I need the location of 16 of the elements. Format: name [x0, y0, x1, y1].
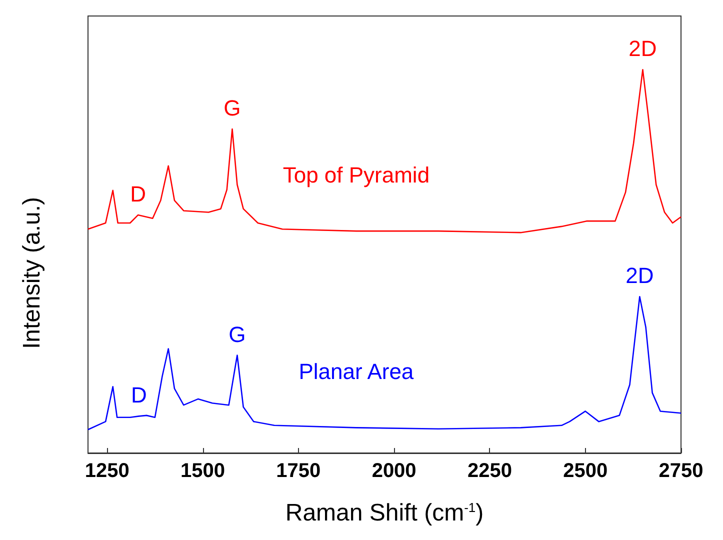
x-tick-label: 1750 — [276, 460, 321, 482]
annotation: D — [130, 181, 146, 206]
annotation: 2D — [628, 36, 657, 62]
annotation: G — [228, 322, 246, 347]
x-tick-label: 2000 — [372, 460, 416, 482]
x-tick-label: 2250 — [467, 460, 512, 482]
x-tick-label: 2500 — [563, 460, 608, 482]
annotation: D — [130, 382, 147, 408]
x-tick-label: 1500 — [180, 460, 226, 482]
y-axis-title: Intensity (a.u.) — [18, 196, 46, 350]
series-label: Planar Area — [298, 359, 414, 384]
x-tick-label: 2750 — [658, 460, 704, 482]
x-tick-label: 1250 — [84, 460, 130, 482]
annotation: G — [224, 96, 241, 121]
annotation: 2D — [626, 263, 654, 288]
series-label: Top of Pyramid — [282, 162, 430, 188]
